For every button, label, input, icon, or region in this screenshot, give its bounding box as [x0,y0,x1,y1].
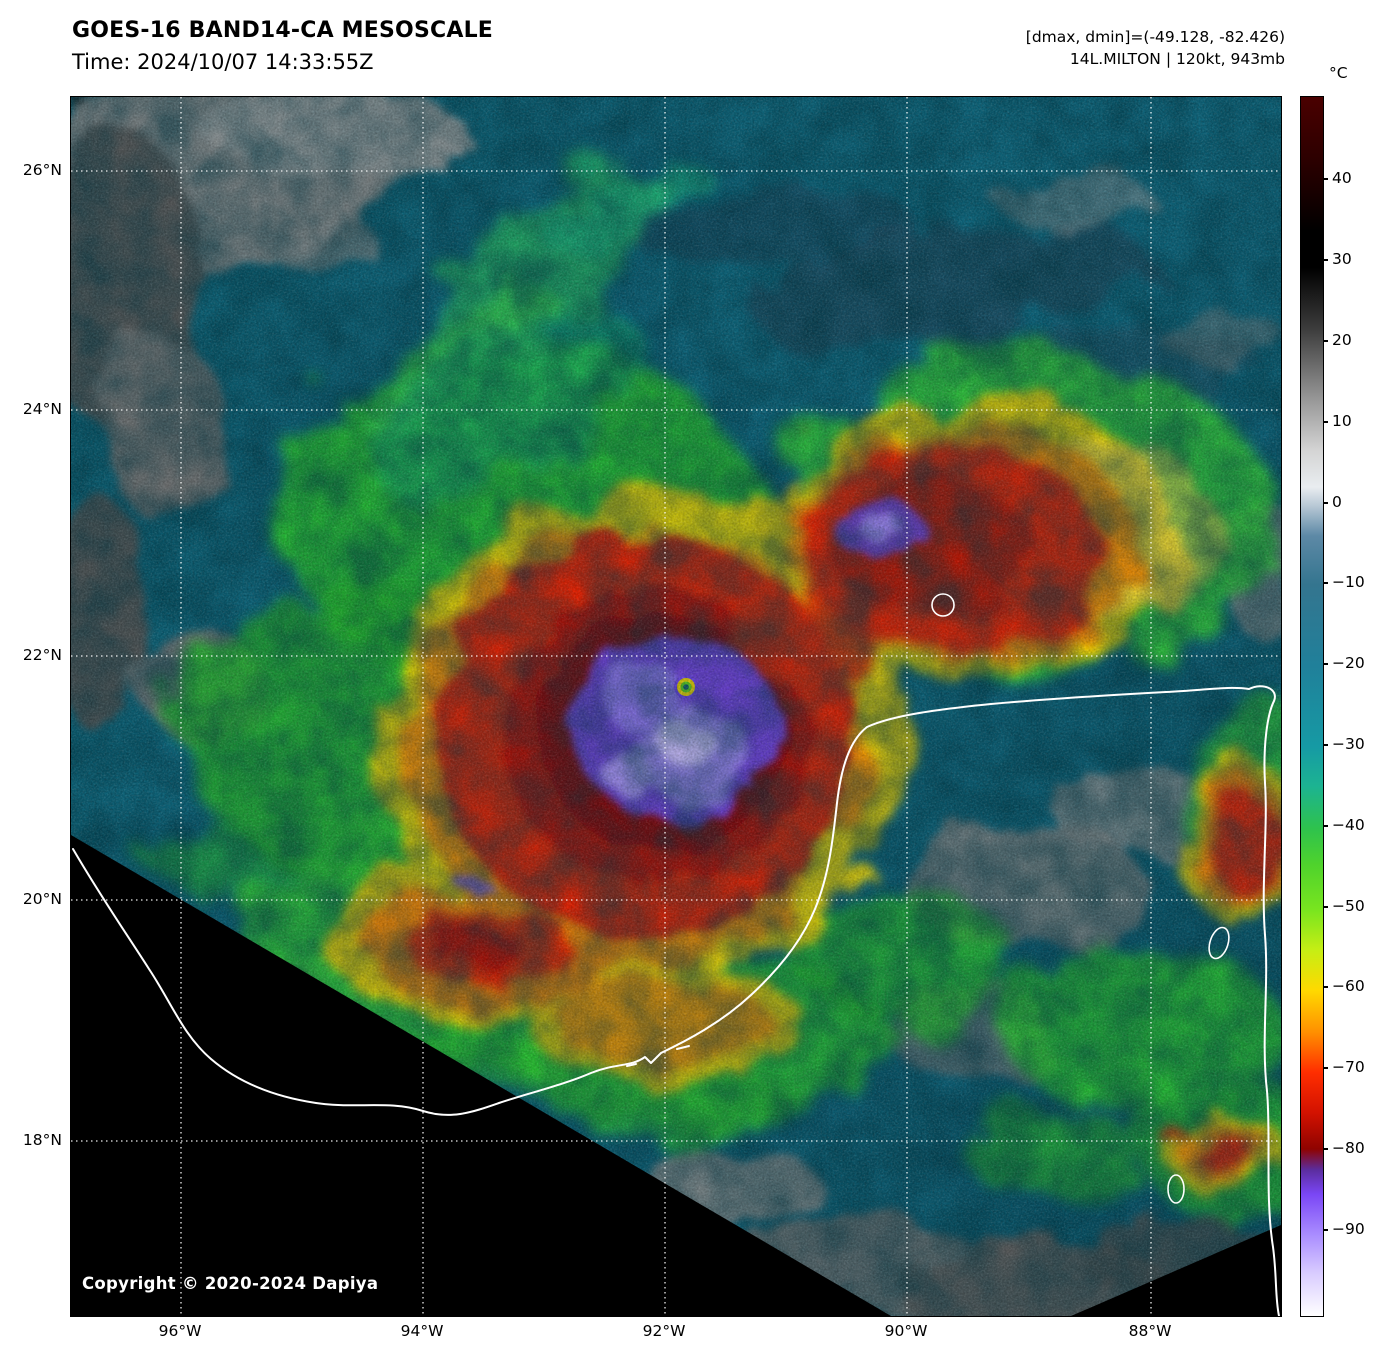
colorbar-tick-mark [1323,582,1328,584]
colorbar-tick-label: −10 [1332,573,1365,591]
colorbar-tick-mark [1323,986,1328,988]
header-right: [dmax, dmin]=(-49.128, -82.426) 14L.MILT… [1026,26,1285,70]
colorbar-tick-label: 40 [1332,169,1352,187]
colorbar-tick-mark [1323,744,1328,746]
colorbar-tick-mark [1323,259,1328,261]
lon-label-88w: 88°W [1128,1322,1172,1340]
lat-label-24n: 24°N [22,400,62,418]
chinchorro-bank [1167,1174,1185,1204]
dmax-dmin-stats: [dmax, dmin]=(-49.128, -82.426) [1025,28,1285,46]
colorbar-tick-label: −20 [1332,654,1365,672]
lon-label-90w: 90°W [884,1322,928,1340]
copyright-watermark: Copyright © 2020-2024 Dapiya [82,1274,379,1293]
grid-lines [71,97,1281,1316]
colorbar-tick-label: −60 [1332,977,1365,995]
colorbar-tick-mark [1323,421,1328,423]
colorbar-tick-mark [1323,1229,1328,1231]
lat-label-20n: 20°N [22,890,62,908]
lat-label-26n: 26°N [22,161,62,179]
colorbar-tick-mark [1323,906,1328,908]
colorbar-tick-label: 30 [1332,250,1352,268]
storm-info: 14L.MILTON | 120kt, 943mb [1069,50,1285,68]
colorbar-tick-mark [1323,1148,1328,1150]
colorbar-tick-mark [1323,663,1328,665]
colorbar-tick-mark [1323,340,1328,342]
colorbar-tick-label: −80 [1332,1139,1365,1157]
colorbar-tick-label: −50 [1332,897,1365,915]
alacranes-reef [931,593,955,617]
coastline [72,593,1280,1316]
timestamp: Time: 2024/10/07 14:33:55Z [72,50,374,74]
cozumel-island [1208,926,1230,960]
colorbar-tick-label: 20 [1332,331,1352,349]
page-title: GOES-16 BAND14-CA MESOSCALE [72,18,494,43]
lon-label-96w: 96°W [158,1322,202,1340]
temperature-colorbar [1300,96,1324,1317]
no-data-wedges [71,835,1281,1316]
lat-label-18n: 18°N [22,1131,62,1149]
colorbar-tick-label: −70 [1332,1058,1365,1076]
colorbar-tick-label: −90 [1332,1220,1365,1238]
colorbar-tick-mark [1323,1067,1328,1069]
colorbar-tick-label: −40 [1332,816,1365,834]
colorbar-tick-mark [1323,178,1328,180]
colorbar-unit-label: °C [1329,64,1348,82]
lon-label-94w: 94°W [400,1322,444,1340]
colorbar-tick-label: 0 [1332,493,1342,511]
satellite-image [71,97,1281,1316]
map-panel [70,96,1282,1317]
lat-label-22n: 22°N [22,646,62,664]
colorbar-tick-label: −30 [1332,735,1365,753]
colorbar-tick-mark [1323,825,1328,827]
colorbar-tick-mark [1323,502,1328,504]
colorbar-tick-label: 10 [1332,412,1352,430]
lon-label-92w: 92°W [642,1322,686,1340]
